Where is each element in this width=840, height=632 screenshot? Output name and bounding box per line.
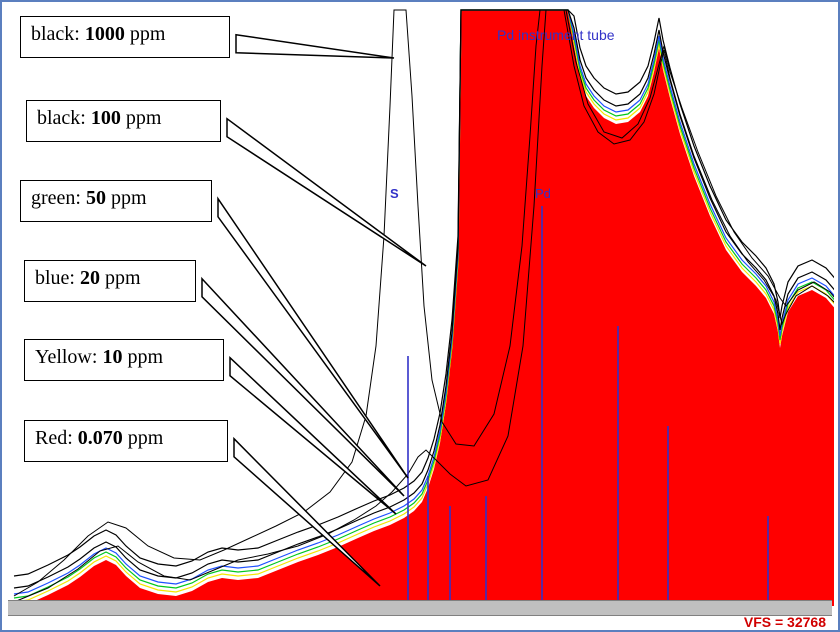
callout-value: 10 xyxy=(102,346,122,368)
callout-prefix: green: xyxy=(31,187,86,209)
spectrum-svg: S Pd Pd instrument tube xyxy=(8,6,834,606)
callout-value: 0.070 xyxy=(78,427,123,449)
callout-value: 1000 xyxy=(85,23,125,45)
callout-prefix: Red: xyxy=(35,427,78,449)
callout-suffix: ppm xyxy=(125,23,166,45)
plot-area: S Pd Pd instrument tube xyxy=(8,6,832,602)
callout-prefix: black: xyxy=(31,23,85,45)
callout-suffix: ppm xyxy=(123,427,164,449)
callout-c4: blue: 20 ppm xyxy=(24,260,196,302)
callout-c5: Yellow: 10 ppm xyxy=(24,339,224,381)
callout-c6: Red: 0.070 ppm xyxy=(24,420,228,462)
callout-prefix: blue: xyxy=(35,267,80,289)
callout-value: 50 xyxy=(86,187,106,209)
element-label: Pd xyxy=(535,186,551,201)
callout-prefix: Yellow: xyxy=(35,346,102,368)
callout-suffix: ppm xyxy=(122,346,163,368)
callout-leader xyxy=(236,35,394,58)
callout-prefix: black: xyxy=(37,107,91,129)
callout-suffix: ppm xyxy=(100,267,141,289)
chart-frame: S Pd Pd instrument tube VFS = 32768 black:… xyxy=(0,0,840,632)
element-label: S xyxy=(390,186,399,201)
callout-c2: black: 100 ppm xyxy=(26,100,221,142)
x-axis-strip xyxy=(8,600,832,616)
callout-c1: black: 1000 ppm xyxy=(20,16,230,58)
element-label: Pd instrument tube xyxy=(497,27,615,43)
callout-value: 20 xyxy=(80,267,100,289)
callout-c3: green: 50 ppm xyxy=(20,180,212,222)
callout-leader xyxy=(202,279,404,496)
callout-value: 100 xyxy=(91,107,121,129)
callout-suffix: ppm xyxy=(106,187,147,209)
callout-suffix: ppm xyxy=(121,107,162,129)
vfs-label: VFS = 32768 xyxy=(744,614,826,630)
